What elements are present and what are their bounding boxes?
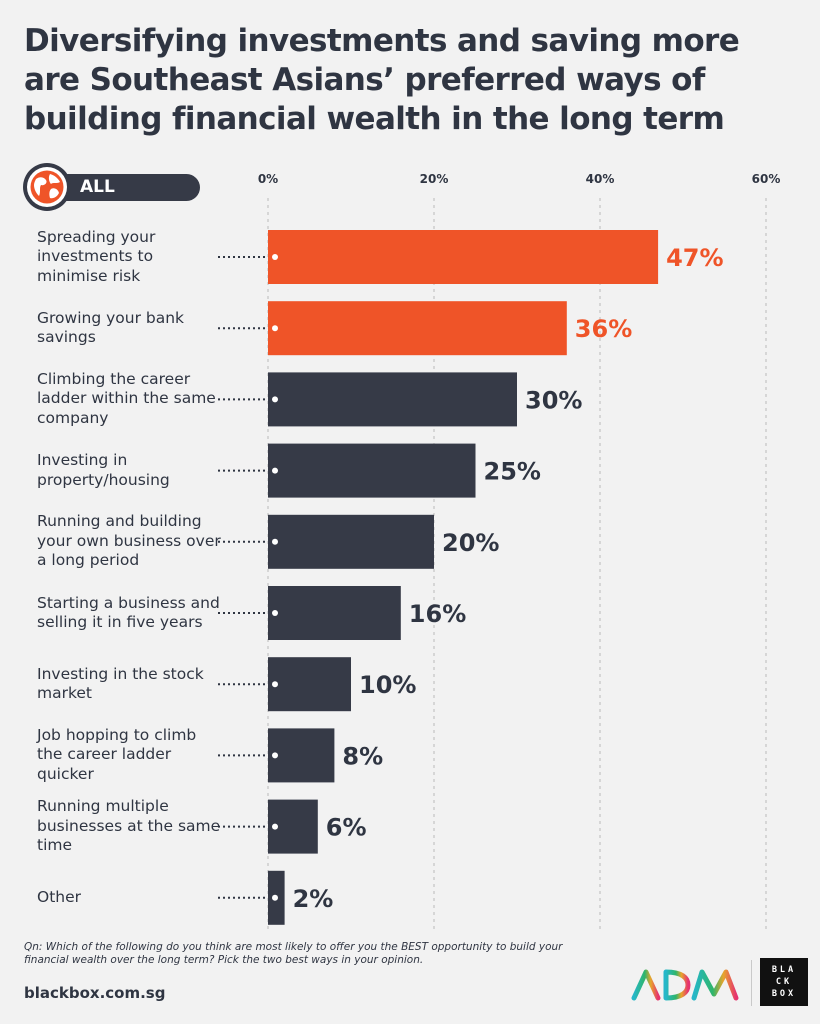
bar — [268, 586, 401, 640]
data-label: 6% — [326, 814, 367, 842]
x-tick-label: 40% — [586, 172, 615, 186]
globe-icon — [23, 163, 71, 211]
logo-divider — [751, 960, 752, 1006]
data-label: 36% — [575, 315, 632, 343]
survey-question-footnote: Qn: Which of the following do you think … — [24, 941, 563, 966]
website-link[interactable]: blackbox.com.sg — [24, 984, 166, 1002]
bar-chart: 0% 20% 40% 60% 47% 36% 30% 25% 20% 16% 10% 8% 6% 2% — [218, 172, 781, 932]
bar-dot — [272, 467, 278, 474]
bar-dot — [272, 681, 278, 688]
filter-label: ALL — [80, 177, 115, 197]
category-label: Investing in property/housing — [37, 451, 170, 489]
bar — [268, 230, 659, 284]
data-label: 47% — [666, 244, 723, 272]
data-label: 20% — [442, 529, 499, 557]
category-label: Growing your bank savings — [37, 308, 185, 347]
data-label: 8% — [342, 742, 383, 770]
data-label: 30% — [525, 386, 582, 414]
data-label: 10% — [359, 671, 416, 699]
bar — [268, 372, 517, 427]
bar-dot — [272, 396, 278, 403]
category-label: Other — [37, 887, 82, 906]
x-tick-label: 20% — [420, 172, 449, 186]
category-label: Spreading your investments to minimise r… — [37, 227, 156, 285]
adm-logo — [631, 969, 739, 1001]
category-label: Investing in the stock market — [37, 664, 204, 703]
bar-dot — [272, 823, 278, 830]
bar — [268, 514, 434, 569]
x-tick-label: 0% — [258, 172, 278, 186]
category-label: Running and building your own business o… — [37, 512, 221, 570]
category-label: Climbing the career ladder within the sa… — [37, 369, 216, 427]
bar-dot — [272, 752, 278, 759]
category-label: Starting a business and selling it in fi… — [37, 593, 220, 632]
category-label: Running multiple businesses at the same … — [37, 797, 221, 855]
bar-dot — [272, 254, 278, 260]
bar — [268, 728, 335, 783]
data-label: 16% — [409, 600, 466, 628]
bar-dot — [272, 894, 278, 901]
data-label: 2% — [293, 885, 334, 913]
page-title: Diversifying investments and saving more… — [24, 23, 740, 137]
bar-dot — [272, 325, 278, 332]
bar — [268, 443, 476, 498]
bar-dot — [272, 610, 278, 616]
filter-pill: ALL — [22, 162, 200, 212]
bar-dot — [272, 538, 278, 545]
bar — [268, 657, 351, 712]
bar — [268, 301, 567, 356]
blackbox-logo: BLA CK BOX — [760, 958, 808, 1006]
data-label: 25% — [484, 458, 541, 486]
x-tick-label: 60% — [752, 172, 781, 186]
category-label: Job hopping to climb the career ladder q… — [37, 725, 197, 783]
